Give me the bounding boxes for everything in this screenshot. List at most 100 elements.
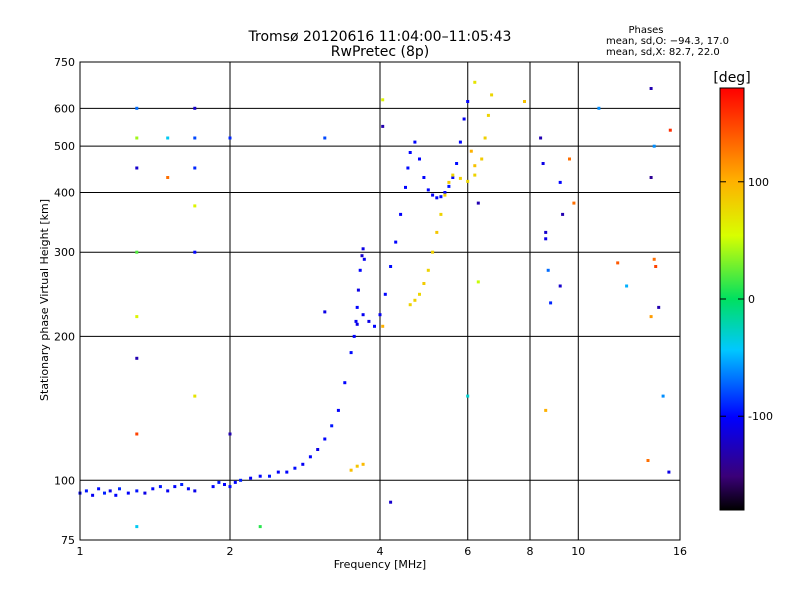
data-point: [118, 487, 121, 491]
data-point: [649, 315, 653, 319]
data-point: [316, 448, 320, 451]
data-point: [228, 432, 232, 436]
data-point: [103, 491, 106, 495]
data-point: [561, 212, 565, 216]
data-point: [426, 188, 430, 192]
data-point: [361, 313, 365, 317]
data-point: [343, 381, 347, 385]
data-point: [466, 179, 470, 183]
x-tick-label: 2: [227, 545, 234, 558]
chart-title: Tromsø 20120616 11:04:00–11:05:43: [248, 29, 512, 45]
data-point: [211, 485, 215, 489]
data-point: [541, 162, 545, 165]
phases-o-stats: mean, sd,O: −94.3, 17.0: [606, 36, 729, 47]
data-point: [355, 322, 359, 326]
data-point: [135, 136, 139, 140]
data-point: [193, 250, 197, 254]
y-tick-label: 200: [54, 330, 75, 343]
data-point: [394, 240, 398, 244]
y-tick-label: 300: [54, 246, 75, 259]
data-point: [301, 462, 305, 466]
x-tick-label: 4: [377, 545, 384, 558]
x-tick-label: 16: [673, 545, 687, 558]
y-tick-label: 750: [54, 56, 75, 69]
colorbar-tick-label: 100: [748, 176, 769, 189]
data-point: [597, 106, 601, 110]
data-point: [462, 117, 466, 121]
data-point: [649, 87, 653, 90]
data-point: [546, 268, 550, 272]
data-point: [408, 151, 412, 154]
data-point: [418, 292, 421, 296]
data-point: [166, 489, 170, 493]
data-point: [431, 193, 435, 197]
data-point: [549, 301, 553, 305]
data-point: [476, 280, 480, 284]
data-point: [217, 480, 221, 484]
data-point: [360, 254, 364, 258]
colorbar-tick-label: 0: [748, 293, 755, 306]
data-point: [572, 201, 576, 205]
data-point: [381, 98, 385, 102]
data-point: [336, 408, 340, 412]
data-point: [228, 136, 232, 140]
data-point: [422, 282, 426, 285]
data-point: [443, 193, 447, 197]
y-tick-label: 100: [54, 474, 75, 487]
data-point: [558, 180, 562, 184]
data-point: [389, 265, 393, 268]
data-point: [193, 136, 197, 140]
data-point: [439, 195, 443, 199]
data-point: [381, 124, 385, 128]
data-point: [544, 408, 548, 412]
data-point: [426, 268, 430, 272]
data-points: [78, 80, 672, 529]
data-point: [258, 474, 262, 478]
data-point: [362, 257, 366, 261]
data-point: [389, 500, 393, 504]
data-point: [135, 489, 139, 493]
data-point: [358, 268, 362, 272]
data-point: [466, 100, 470, 103]
data-point: [378, 313, 382, 317]
data-point: [646, 459, 650, 462]
data-point: [667, 470, 671, 474]
data-point: [158, 485, 162, 489]
data-point: [91, 493, 95, 497]
data-point: [652, 144, 656, 148]
data-point: [143, 491, 147, 495]
data-point: [652, 257, 656, 261]
y-axis-label: Stationary phase Virtual Height [km]: [38, 199, 51, 401]
x-axis-label: Frequency [MHz]: [334, 558, 426, 571]
data-point: [323, 136, 327, 140]
data-point: [268, 474, 271, 478]
data-point: [323, 310, 327, 314]
data-point: [447, 184, 451, 188]
data-point: [568, 157, 571, 161]
phases-x-stats: mean, sd,X: 82.7, 22.0: [606, 47, 720, 58]
y-tick-label: 400: [54, 186, 75, 199]
data-point: [473, 80, 477, 84]
data-point: [469, 149, 473, 153]
data-point: [249, 476, 253, 480]
data-point: [349, 468, 353, 472]
data-point: [135, 250, 139, 254]
data-point: [455, 162, 459, 165]
data-point: [193, 106, 197, 110]
data-point: [151, 487, 155, 491]
data-point: [186, 487, 190, 491]
data-point: [330, 424, 334, 428]
data-point: [135, 525, 139, 529]
data-point: [258, 525, 262, 529]
data-point: [422, 176, 426, 179]
data-point: [97, 487, 101, 491]
data-point: [413, 140, 417, 144]
data-point: [649, 176, 653, 179]
colorbar-tick-label: -100: [748, 410, 773, 423]
data-point: [373, 324, 376, 328]
data-point: [466, 394, 470, 398]
data-point: [135, 356, 139, 360]
data-point: [476, 201, 480, 205]
data-point: [308, 455, 312, 459]
